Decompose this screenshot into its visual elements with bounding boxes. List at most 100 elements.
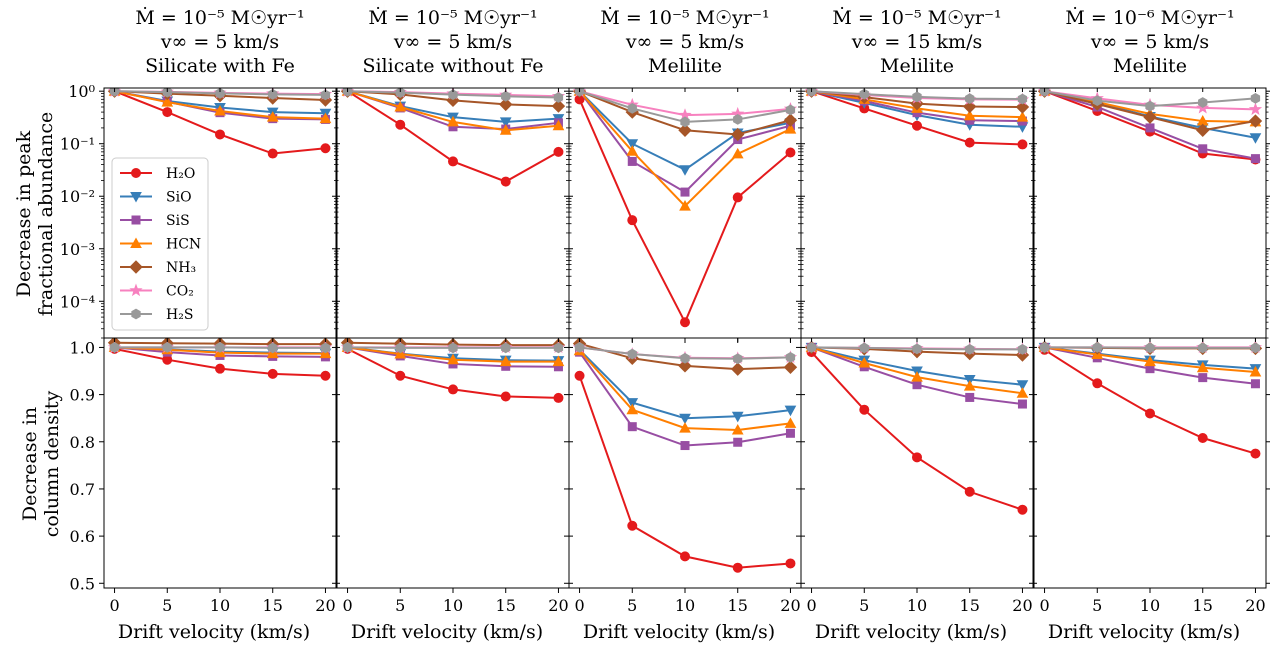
data-point-h2o	[1145, 408, 1155, 419]
data-point-h2s	[553, 342, 564, 354]
x-tick-label: 20	[780, 596, 800, 615]
legend-marker	[131, 215, 141, 225]
panel-title-line: Ṁ = 10⁻⁵ M☉yr⁻¹	[368, 6, 537, 29]
x-tick-label: 15	[496, 596, 516, 615]
top-ylabel: Decrease in peak fractional abundance	[13, 112, 57, 317]
panel-title-line: v∞ = 5 km/s	[625, 31, 744, 53]
data-point-h2o	[553, 146, 564, 157]
data-point-h2o	[680, 551, 690, 562]
legend-label: CO₂	[166, 284, 194, 300]
legend-marker	[131, 168, 141, 178]
data-point-h2s	[553, 92, 564, 103]
x-tick-label: 5	[859, 596, 869, 615]
y-tick-label: 10⁻³	[60, 240, 95, 259]
series-group	[804, 340, 1030, 515]
legend-marker	[130, 192, 142, 203]
y-tick-label: 0.6	[70, 527, 95, 546]
data-point-h2s	[268, 342, 278, 354]
data-point-h2s	[501, 342, 511, 354]
x-tick-label: 0	[109, 596, 119, 615]
legend-entry-h2o: H₂O	[120, 166, 195, 182]
data-point-hcn	[447, 115, 459, 127]
legend-label: H₂S	[166, 307, 193, 323]
data-point-h2o	[964, 137, 975, 148]
data-point-h2o	[859, 404, 870, 415]
data-point-sio	[626, 398, 639, 409]
data-point-h2s	[627, 348, 637, 360]
data-point-sis	[733, 437, 743, 447]
x-tick-label: 5	[627, 596, 637, 615]
data-point-nh3	[783, 360, 798, 374]
data-point-h2o	[162, 107, 173, 118]
data-point-h2s	[501, 90, 511, 102]
panel-title-line: Ṁ = 10⁻⁵ M☉yr⁻¹	[135, 6, 304, 29]
data-point-hcn	[1144, 355, 1156, 367]
x-tick-label: 10	[1140, 596, 1160, 615]
y-tick-label: 0.9	[70, 386, 95, 405]
data-point-h2o	[215, 363, 225, 374]
data-point-h2s	[859, 342, 869, 354]
data-point-h2s	[320, 342, 331, 354]
data-point-sis	[680, 441, 690, 451]
data-point-h2s	[1250, 92, 1261, 104]
panel-title-line: Melilite	[648, 55, 722, 77]
data-point-sis	[1250, 154, 1260, 164]
series-line-h2o	[578, 375, 791, 569]
x-tick-label: 20	[548, 596, 568, 615]
panel-title-line: Ṁ = 10⁻⁶ M☉yr⁻¹	[1065, 6, 1234, 29]
data-point-h2s	[1092, 342, 1102, 353]
data-point-nh3	[1248, 114, 1263, 128]
x-axis-label: Drift velocity (km/s)	[118, 621, 310, 643]
data-point-hcn	[214, 104, 226, 116]
data-point-sis	[1198, 144, 1208, 154]
data-point-h2s	[1145, 342, 1155, 354]
data-point-h2o	[320, 143, 331, 154]
data-point-h2s	[395, 342, 405, 354]
panel-bottom-3: 0 5 10 15 20 Drift velocity (km/s)	[564, 337, 805, 643]
series-group	[804, 88, 1030, 150]
x-tick-label: 0	[806, 596, 816, 615]
panel-bottom-5: 0 5 10 15 20 Drift velocity (km/s)	[1029, 337, 1270, 643]
x-tick-label: 0	[342, 596, 352, 615]
data-point-nh3	[731, 362, 745, 376]
data-point-h2s	[1092, 95, 1102, 107]
data-point-h2s	[215, 88, 225, 99]
axes-frame	[336, 337, 570, 589]
data-point-h2s	[680, 116, 690, 128]
data-point-h2s	[965, 93, 975, 105]
data-point-h2s	[1198, 97, 1208, 108]
series-group	[1037, 88, 1263, 165]
data-point-h2s	[268, 88, 278, 100]
data-point-h2s	[1198, 342, 1208, 354]
panel-title-line: Ṁ = 10⁻⁵ M☉yr⁻¹	[832, 6, 1001, 29]
data-point-h2s	[109, 342, 120, 353]
data-point-hcn	[963, 380, 976, 391]
panel-bottom-4: 0 5 10 15 20 Drift velocity (km/s)	[796, 337, 1037, 643]
data-point-h2s	[1017, 343, 1028, 355]
data-point-h2s	[912, 343, 922, 355]
legend-marker	[129, 260, 143, 274]
data-point-nh3	[783, 113, 798, 127]
y-tick-label: 0.8	[70, 433, 95, 452]
series-group	[340, 338, 566, 403]
legend-marker	[131, 308, 141, 320]
bottom-ylabel: Decrease in column density	[19, 390, 63, 537]
y-tick-label: 0.7	[70, 480, 95, 499]
data-point-hcn	[266, 111, 279, 122]
y-tick-label: 10⁻¹	[60, 135, 95, 154]
series-group	[572, 88, 798, 328]
y-tick-label: 1.0	[70, 338, 95, 357]
x-tick-label: 10	[210, 596, 230, 615]
data-point-h2o	[1250, 448, 1261, 459]
axes-frame	[1033, 337, 1267, 589]
data-point-hcn	[552, 355, 565, 367]
data-point-sis	[785, 428, 795, 438]
data-point-hcn	[499, 355, 512, 367]
x-tick-label: 20	[1012, 596, 1032, 615]
panel-title-line: v∞ = 15 km/s	[851, 31, 982, 53]
data-point-h2s	[627, 103, 637, 114]
data-point-h2o	[215, 129, 225, 140]
